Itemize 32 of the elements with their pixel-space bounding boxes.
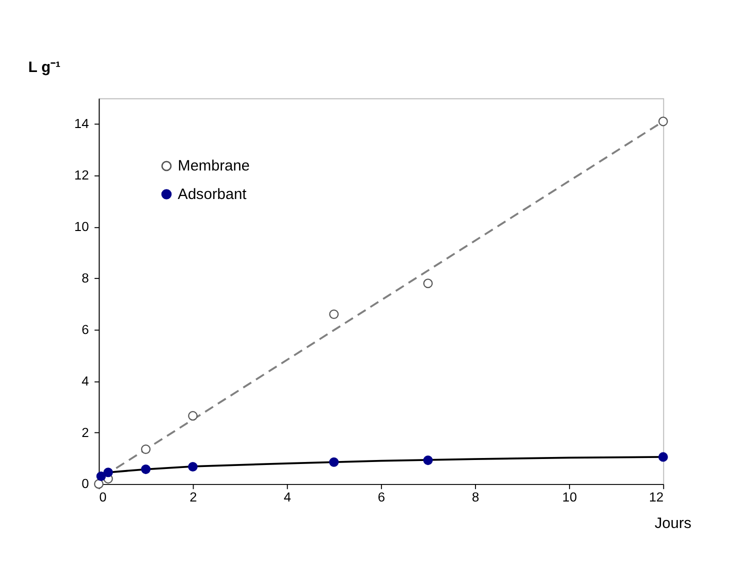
- y-tick-label: 4: [82, 373, 89, 388]
- x-tick-label: 4: [284, 489, 292, 504]
- point: [141, 444, 151, 454]
- legend-label: Adsorbant: [178, 186, 248, 203]
- x-axis-title: Jours: [654, 515, 692, 532]
- point: [658, 116, 668, 126]
- point: [188, 411, 198, 421]
- y-tick-label: 6: [82, 322, 89, 337]
- x-tick-label: 0: [99, 489, 107, 504]
- point: [329, 457, 339, 467]
- legend-label: Membrane: [178, 158, 250, 175]
- x-tick-label: 10: [562, 489, 577, 504]
- y-tick-label: 2: [82, 424, 89, 440]
- point: [94, 479, 104, 489]
- x-tick-label: 12: [648, 489, 664, 504]
- point: [423, 278, 433, 288]
- y-tick-label: 12: [74, 168, 89, 183]
- point: [96, 471, 106, 481]
- y-tick-label: 8: [82, 270, 89, 286]
- point: [188, 462, 198, 472]
- y-tick-label: 0: [82, 476, 89, 492]
- x-tick-label: 2: [190, 489, 197, 504]
- point: [103, 468, 113, 478]
- point: [423, 456, 433, 466]
- point: [329, 309, 339, 320]
- x-tick-label: 6: [378, 489, 386, 504]
- y-tick-label: 10: [74, 219, 89, 234]
- y-tick-label: 14: [74, 116, 89, 132]
- point: [658, 452, 668, 462]
- y-axis-title: L g⁻¹: [28, 58, 61, 76]
- point: [141, 464, 151, 474]
- x-tick-label: 8: [472, 489, 480, 504]
